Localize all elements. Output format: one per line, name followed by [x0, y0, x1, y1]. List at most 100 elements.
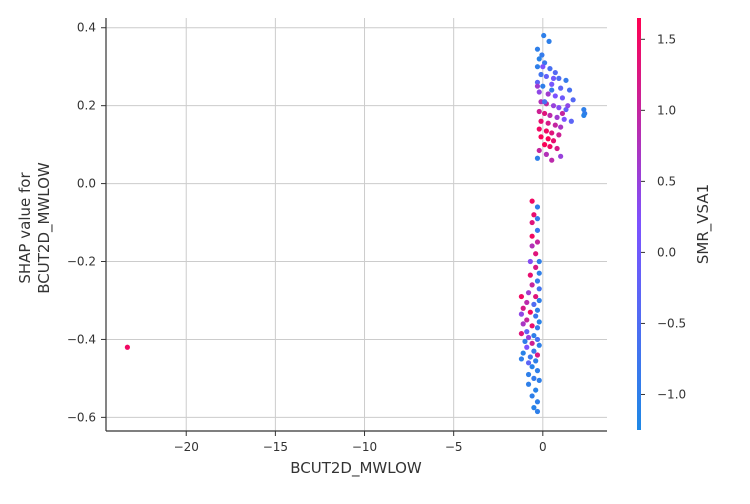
data-point [581, 106, 587, 113]
data-point [529, 364, 535, 370]
data-point [527, 309, 533, 315]
scatter-points [124, 32, 588, 415]
data-point [534, 408, 541, 415]
data-point [536, 297, 542, 304]
colorbar [637, 18, 641, 430]
y-tick-label: −0.6 [67, 410, 96, 424]
data-point [534, 325, 541, 331]
data-point [525, 360, 532, 366]
y-axis-label-line-1: SHAP value for [16, 172, 34, 284]
colorbar-tick-label: 1.5 [657, 32, 676, 46]
data-point [563, 106, 569, 113]
data-point [538, 134, 544, 140]
data-point [518, 330, 525, 337]
data-point [543, 73, 549, 80]
data-point [556, 75, 562, 81]
colorbar-tick-label: 0.0 [657, 245, 676, 259]
data-point [556, 132, 562, 138]
data-point [529, 282, 535, 288]
data-point [520, 321, 526, 327]
data-point [547, 143, 553, 150]
data-point [534, 352, 541, 358]
data-point [536, 147, 542, 154]
data-point [531, 405, 537, 411]
data-point [558, 153, 564, 159]
data-point [547, 112, 553, 119]
y-tick-label: 0.2 [77, 99, 96, 113]
x-tick-label: −15 [263, 440, 288, 454]
x-axis-label: BCUT2D_MWLOW [290, 459, 422, 478]
data-point [529, 393, 535, 399]
data-point [556, 105, 562, 111]
data-point [550, 138, 557, 144]
data-point [524, 344, 530, 350]
data-point [561, 116, 567, 122]
colorbar-label: SMR_VSA1 [694, 184, 713, 264]
data-point [552, 93, 558, 99]
data-point [549, 81, 555, 87]
data-point [518, 293, 525, 300]
y-tick-label: 0.4 [77, 21, 96, 35]
data-point [529, 198, 535, 204]
data-point [547, 66, 553, 72]
data-point [565, 103, 571, 109]
data-point [538, 118, 544, 124]
x-tick-label: −20 [174, 440, 199, 454]
data-point [525, 290, 532, 296]
data-point [529, 243, 535, 249]
data-point [536, 286, 542, 292]
x-tick-label: 0 [539, 440, 547, 454]
y-tick-label: −0.4 [67, 332, 96, 346]
data-point [524, 317, 530, 323]
data-point [124, 344, 130, 350]
data-point [546, 38, 552, 44]
data-point [541, 99, 548, 105]
data-point [518, 356, 525, 362]
data-point [545, 120, 551, 126]
data-point [536, 319, 542, 325]
data-point [536, 89, 542, 95]
data-point [559, 95, 566, 101]
data-point [529, 323, 535, 329]
data-point [545, 136, 551, 142]
data-point [536, 342, 542, 348]
data-point [545, 91, 551, 97]
colorbar-tick-label: 1.0 [657, 103, 676, 117]
data-point [529, 340, 535, 346]
data-point [525, 381, 532, 387]
data-point [536, 108, 542, 115]
data-point [536, 258, 542, 265]
data-point [524, 299, 530, 306]
data-point [552, 122, 558, 128]
data-point [534, 368, 541, 374]
data-point [534, 307, 541, 313]
data-point [525, 371, 532, 378]
colorbar-tick-label: 0.5 [657, 174, 676, 188]
data-point [534, 278, 541, 284]
data-point [520, 305, 526, 311]
data-point [531, 348, 537, 354]
data-point [531, 375, 537, 382]
data-point [539, 52, 545, 58]
data-point [525, 334, 532, 341]
axes: −20 −15 −10 −5 0 0.4 0.2 0.0 −0.2 −0.4 −0.6 [67, 18, 607, 454]
data-point [543, 128, 549, 134]
data-point [549, 130, 555, 136]
data-point [581, 112, 587, 119]
data-point [554, 114, 560, 120]
data-point [549, 87, 555, 93]
data-point [533, 293, 539, 300]
data-point [536, 377, 542, 383]
x-tick-label: −5 [445, 440, 463, 454]
data-point [536, 56, 542, 62]
data-point [558, 124, 564, 130]
data-point [531, 332, 537, 339]
data-point [536, 126, 542, 132]
data-point [543, 151, 549, 157]
data-point [558, 85, 564, 91]
data-point [520, 350, 526, 356]
data-point [536, 270, 542, 276]
y-tick-label: 0.0 [77, 177, 96, 191]
